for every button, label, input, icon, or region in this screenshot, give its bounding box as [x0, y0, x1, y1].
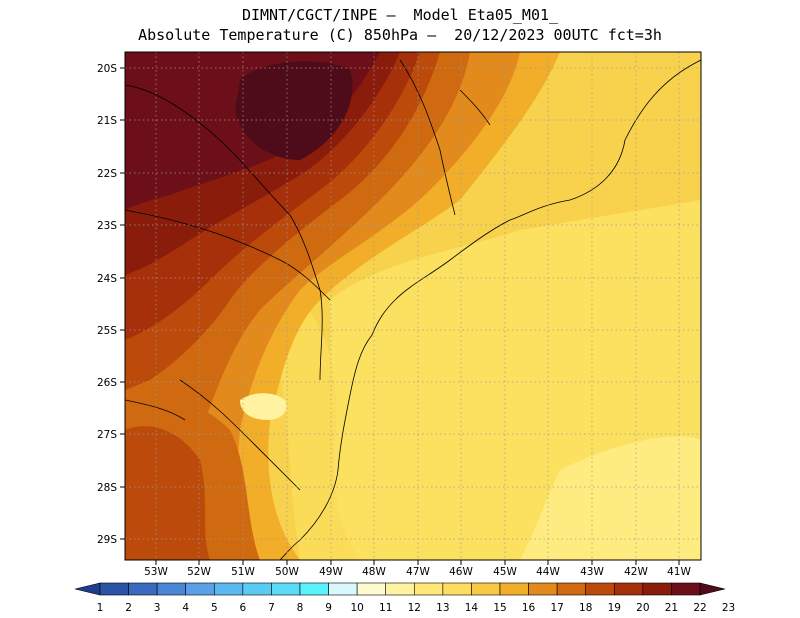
- chart-subtitle: Absolute Temperature (C) 850hPa – 20/12/…: [138, 26, 662, 44]
- lon-tick-labels: 53W 52W 51W 50W 49W 48W 47W 46W 45W 44W 43W 42W 41W: [144, 560, 691, 578]
- colorbar-swatch: [585, 582, 615, 596]
- colorbar-swatch: [156, 582, 187, 596]
- colorbar-swatch: [328, 582, 358, 596]
- colorbar-swatch: [356, 582, 387, 596]
- lon-tick-label: 51W: [231, 566, 255, 578]
- colorbar-swatch: [213, 582, 244, 596]
- lat-tick-label: 22S: [97, 168, 117, 180]
- lon-tick-label: 47W: [406, 566, 430, 578]
- lon-tick-label: 45W: [493, 566, 517, 578]
- lon-tick-label: 41W: [667, 566, 691, 578]
- lon-tick-label: 44W: [536, 566, 560, 578]
- colorbar-label: 2: [125, 602, 132, 614]
- lon-tick-label: 43W: [580, 566, 604, 578]
- colorbar-swatch: [413, 582, 444, 596]
- colorbar-label: 15: [493, 602, 506, 614]
- colorbar-label: 11: [379, 602, 392, 614]
- colorbar-swatch: [528, 582, 558, 596]
- colorbar-swatch: [471, 582, 501, 596]
- colorbar-swatch: [671, 582, 701, 596]
- colorbar-swatch: [556, 582, 587, 596]
- colorbar-label: 17: [550, 602, 563, 614]
- lat-tick-label: 26S: [97, 377, 117, 389]
- colorbar-label: 20: [636, 602, 649, 614]
- colorbar-label: 9: [325, 602, 332, 614]
- colorbar-swatch: [185, 582, 215, 596]
- colorbar-label: 3: [154, 602, 161, 614]
- lat-tick-label: 20S: [97, 63, 117, 75]
- colorbar-swatch: [442, 582, 472, 596]
- lon-tick-label: 42W: [624, 566, 648, 578]
- colorbar-label: 5: [211, 602, 218, 614]
- colorbar-label: 22: [693, 602, 706, 614]
- colorbar-swatch: [613, 582, 644, 596]
- colorbar-swatch: [242, 582, 272, 596]
- lat-tick-label: 21S: [97, 115, 117, 127]
- lon-tick-label: 50W: [275, 566, 299, 578]
- lat-tick-label: 29S: [97, 534, 117, 546]
- temperature-field: [125, 52, 701, 560]
- colorbar-label: 1: [97, 602, 104, 614]
- colorbar-label: 14: [465, 602, 479, 614]
- colorbar-swatch: [299, 582, 329, 596]
- chart-title: DIMNT/CGCT/INPE – Model Eta05_M01_: [241, 6, 559, 24]
- colorbar-label: 13: [436, 602, 449, 614]
- lon-tick-label: 52W: [187, 566, 211, 578]
- lat-tick-label: 27S: [97, 429, 117, 441]
- colorbar: 1 2 3 4 5 6 7 8 9 10 11 12 13 14 15 16 17 18 19 20 21 22 23: [74, 582, 735, 614]
- lon-tick-label: 46W: [449, 566, 473, 578]
- lat-tick-label: 24S: [97, 273, 117, 285]
- colorbar-label: 12: [408, 602, 421, 614]
- colorbar-swatch: [642, 582, 672, 596]
- colorbar-label: 16: [522, 602, 536, 614]
- colorbar-label: 6: [240, 602, 247, 614]
- colorbar-arrow-low: [74, 582, 101, 596]
- map-frame: [124, 51, 702, 561]
- colorbar-label: 19: [608, 602, 621, 614]
- colorbar-label: 4: [182, 602, 189, 614]
- colorbar-swatch: [271, 582, 301, 596]
- colorbar-swatch: [499, 582, 529, 596]
- colorbar-label: 18: [579, 602, 592, 614]
- colorbar-label: 23: [722, 602, 735, 614]
- lat-tick-labels: 20S 21S 22S 23S 24S 25S 26S 27S 28S 29S: [97, 63, 125, 546]
- colorbar-swatch: [128, 582, 158, 596]
- lon-tick-label: 48W: [362, 566, 386, 578]
- lat-tick-label: 28S: [97, 482, 117, 494]
- colorbar-label: 8: [297, 602, 304, 614]
- colorbar-label: 21: [665, 602, 678, 614]
- lon-tick-label: 49W: [319, 566, 343, 578]
- lat-tick-label: 23S: [97, 220, 117, 232]
- colorbar-swatch: [385, 582, 415, 596]
- colorbar-swatch: [99, 582, 129, 596]
- colorbar-label: 7: [268, 602, 275, 614]
- lat-tick-label: 25S: [97, 325, 117, 337]
- colorbar-arrow-high: [699, 582, 726, 596]
- lon-tick-label: 53W: [144, 566, 168, 578]
- colorbar-label: 10: [350, 602, 363, 614]
